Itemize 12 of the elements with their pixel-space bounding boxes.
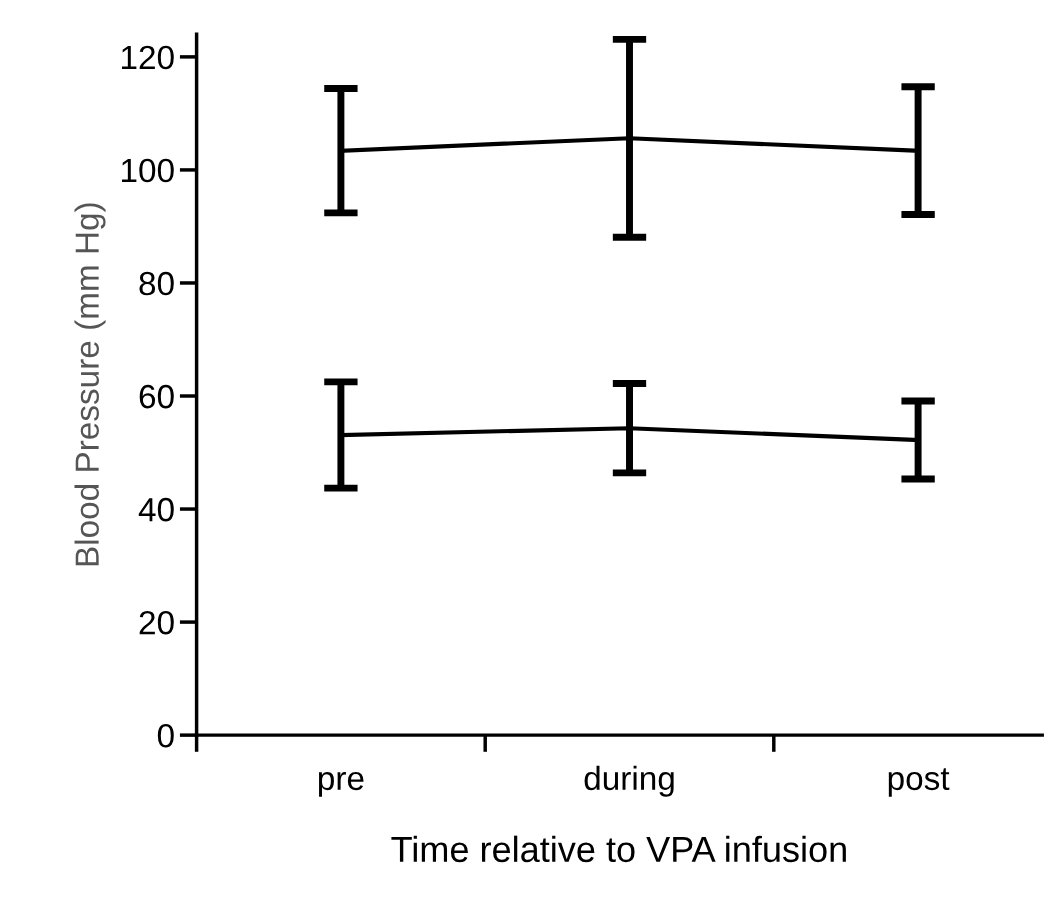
y-tick-label: 0 [157,723,174,748]
x-tick-label: post [888,768,950,797]
y-axis-title: Blood Pressure (mm Hg) [74,203,106,566]
y-tick-label: 40 [138,497,174,522]
y-tick-label: 60 [139,384,174,409]
y-tick-label: 100 [122,158,174,183]
x-tick-label: during [584,765,674,797]
y-tick-label: 120 [122,45,174,70]
y-tick-label: 80 [139,271,174,296]
x-axis-title: Time relative to VPA infusion [391,835,846,863]
y-tick-label: 20 [139,610,174,635]
x-tick-label: pre [318,771,364,797]
